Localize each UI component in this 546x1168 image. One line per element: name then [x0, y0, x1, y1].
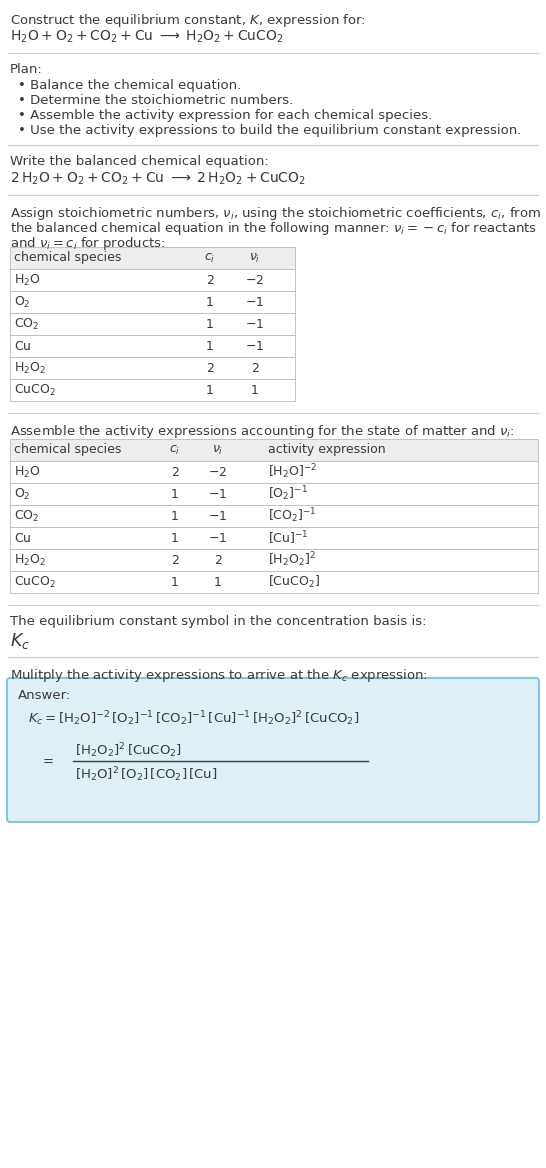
Text: Assign stoichiometric numbers, $\nu_i$, using the stoichiometric coefficients, $: Assign stoichiometric numbers, $\nu_i$, …: [10, 206, 541, 222]
FancyBboxPatch shape: [7, 677, 539, 822]
Text: $\mathrm{H_2O}$: $\mathrm{H_2O}$: [14, 465, 40, 480]
Text: $\mathrm{2\,H_2O + O_2 + CO_2 + Cu} \;\longrightarrow\; \mathrm{2\,H_2O_2 + CuCO: $\mathrm{2\,H_2O + O_2 + CO_2 + Cu} \;\l…: [10, 171, 306, 187]
Bar: [10, 269, 295, 291]
Text: $-1$: $-1$: [209, 531, 228, 544]
Text: 2: 2: [214, 554, 222, 566]
Text: 1: 1: [251, 383, 259, 396]
Text: $K_c = [\mathrm{H_2O}]^{-2}\,[\mathrm{O_2}]^{-1}\,[\mathrm{CO_2}]^{-1}\,[\mathrm: $K_c = [\mathrm{H_2O}]^{-2}\,[\mathrm{O_…: [28, 709, 359, 728]
Text: 1: 1: [206, 318, 214, 331]
Text: $\nu_i$: $\nu_i$: [250, 251, 260, 264]
Text: $c_i$: $c_i$: [204, 251, 216, 264]
Text: • Use the activity expressions to build the equilibrium constant expression.: • Use the activity expressions to build …: [18, 124, 521, 137]
Text: 2: 2: [206, 362, 214, 375]
Text: $c_i$: $c_i$: [169, 444, 181, 457]
Bar: [10, 313, 295, 335]
Text: $\mathrm{Cu}$: $\mathrm{Cu}$: [14, 340, 32, 353]
Text: 1: 1: [206, 340, 214, 353]
Text: and $\nu_i = c_i$ for products:: and $\nu_i = c_i$ for products:: [10, 235, 165, 252]
Text: $-2$: $-2$: [246, 273, 265, 286]
Text: $-1$: $-1$: [245, 340, 265, 353]
Text: the balanced chemical equation in the following manner: $\nu_i = -c_i$ for react: the balanced chemical equation in the fo…: [10, 220, 537, 237]
Text: $-2$: $-2$: [209, 466, 228, 479]
Text: 1: 1: [214, 576, 222, 589]
Text: $\mathrm{O_2}$: $\mathrm{O_2}$: [14, 294, 31, 310]
Text: 2: 2: [206, 273, 214, 286]
Text: Plan:: Plan:: [10, 63, 43, 76]
Text: Assemble the activity expressions accounting for the state of matter and $\nu_i$: Assemble the activity expressions accoun…: [10, 423, 515, 440]
Text: $[\mathrm{H_2O_2}]^{2}$: $[\mathrm{H_2O_2}]^{2}$: [268, 550, 316, 569]
Text: chemical species: chemical species: [14, 444, 121, 457]
Text: • Assemble the activity expression for each chemical species.: • Assemble the activity expression for e…: [18, 109, 432, 121]
Text: $\mathrm{CO_2}$: $\mathrm{CO_2}$: [14, 317, 39, 332]
Text: $=$: $=$: [40, 753, 54, 766]
Text: $[\mathrm{H_2O_2}]^{2}\,[\mathrm{CuCO_2}]$: $[\mathrm{H_2O_2}]^{2}\,[\mathrm{CuCO_2}…: [75, 741, 182, 759]
Text: $\mathrm{O_2}$: $\mathrm{O_2}$: [14, 486, 31, 501]
Text: $-1$: $-1$: [209, 509, 228, 522]
Text: Mulitply the activity expressions to arrive at the $K_c$ expression:: Mulitply the activity expressions to arr…: [10, 667, 428, 684]
Text: $\mathrm{Cu}$: $\mathrm{Cu}$: [14, 531, 32, 544]
Bar: [10, 439, 538, 461]
Bar: [10, 484, 538, 505]
Text: chemical species: chemical species: [14, 251, 121, 264]
Bar: [10, 335, 295, 357]
Text: Write the balanced chemical equation:: Write the balanced chemical equation:: [10, 155, 269, 168]
Text: • Determine the stoichiometric numbers.: • Determine the stoichiometric numbers.: [18, 93, 293, 107]
Text: • Balance the chemical equation.: • Balance the chemical equation.: [18, 79, 241, 92]
Text: $\mathrm{H_2O}$: $\mathrm{H_2O}$: [14, 272, 40, 287]
Text: $[\mathrm{CuCO_2}]$: $[\mathrm{CuCO_2}]$: [268, 573, 320, 590]
Text: $\mathrm{H_2O + O_2 + CO_2 + Cu} \;\longrightarrow\; \mathrm{H_2O_2 + CuCO_2}$: $\mathrm{H_2O + O_2 + CO_2 + Cu} \;\long…: [10, 29, 284, 46]
Bar: [10, 378, 295, 401]
Text: $[\mathrm{O_2}]^{-1}$: $[\mathrm{O_2}]^{-1}$: [268, 485, 308, 503]
Text: $\nu_i$: $\nu_i$: [212, 444, 224, 457]
Text: 1: 1: [206, 383, 214, 396]
Text: $\mathrm{H_2O_2}$: $\mathrm{H_2O_2}$: [14, 361, 46, 376]
Text: $[\mathrm{CO_2}]^{-1}$: $[\mathrm{CO_2}]^{-1}$: [268, 507, 317, 526]
Text: $K_c$: $K_c$: [10, 631, 30, 651]
Bar: [10, 505, 538, 527]
Text: $\mathrm{H_2O_2}$: $\mathrm{H_2O_2}$: [14, 552, 46, 568]
Text: Answer:: Answer:: [18, 689, 71, 702]
Text: 1: 1: [206, 296, 214, 308]
Bar: [10, 291, 295, 313]
Text: 1: 1: [171, 509, 179, 522]
Text: 2: 2: [171, 554, 179, 566]
Text: 2: 2: [251, 362, 259, 375]
Text: 1: 1: [171, 531, 179, 544]
Text: 2: 2: [171, 466, 179, 479]
Text: $\mathrm{CuCO_2}$: $\mathrm{CuCO_2}$: [14, 382, 56, 397]
Text: $[\mathrm{H_2O}]^{2}\,[\mathrm{O_2}]\,[\mathrm{CO_2}]\,[\mathrm{Cu}]$: $[\mathrm{H_2O}]^{2}\,[\mathrm{O_2}]\,[\…: [75, 765, 217, 784]
Text: The equilibrium constant symbol in the concentration basis is:: The equilibrium constant symbol in the c…: [10, 616, 426, 628]
Text: Construct the equilibrium constant, $K$, expression for:: Construct the equilibrium constant, $K$,…: [10, 12, 366, 29]
Text: $\mathrm{CO_2}$: $\mathrm{CO_2}$: [14, 508, 39, 523]
Bar: [10, 357, 295, 378]
Text: $-1$: $-1$: [245, 296, 265, 308]
Text: activity expression: activity expression: [268, 444, 385, 457]
Text: $[\mathrm{Cu}]^{-1}$: $[\mathrm{Cu}]^{-1}$: [268, 529, 308, 547]
Text: 1: 1: [171, 487, 179, 501]
Text: $\mathrm{CuCO_2}$: $\mathrm{CuCO_2}$: [14, 575, 56, 590]
Text: $[\mathrm{H_2O}]^{-2}$: $[\mathrm{H_2O}]^{-2}$: [268, 463, 317, 481]
Text: $-1$: $-1$: [245, 318, 265, 331]
Bar: [10, 571, 538, 593]
Bar: [10, 461, 538, 484]
Bar: [10, 549, 538, 571]
Text: 1: 1: [171, 576, 179, 589]
Text: $-1$: $-1$: [209, 487, 228, 501]
Bar: [10, 246, 295, 269]
Bar: [10, 527, 538, 549]
